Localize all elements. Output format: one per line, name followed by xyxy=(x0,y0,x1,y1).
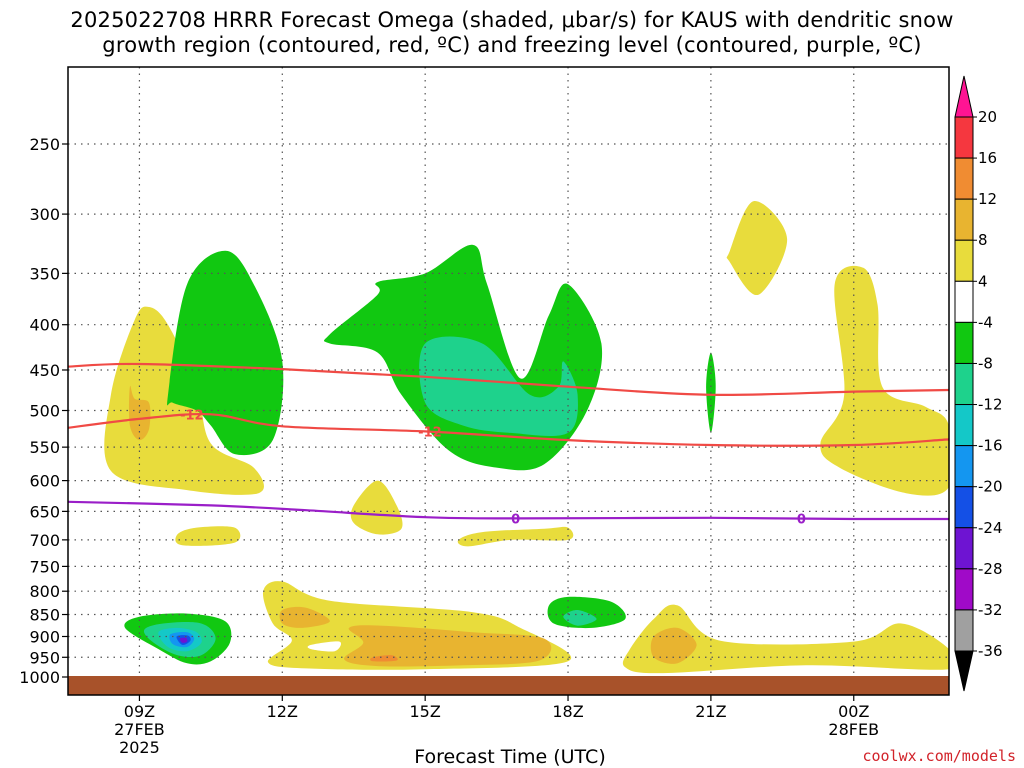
omega-region-10 xyxy=(344,625,552,667)
contour-line-2 xyxy=(68,500,949,521)
colorbar-label-13: -36 xyxy=(978,642,1003,660)
omega-colorbar: 20 16 12 8 4 -4 -8 -12 -16 -20 -24 -28 -32 -36 xyxy=(954,75,1003,692)
x-tick-label-12Z: 12Z xyxy=(267,702,298,721)
colorbar-bin-7 xyxy=(954,404,974,447)
x-axis-label: Forecast Time (UTC) xyxy=(414,746,606,768)
y-tick-label-900: 900 xyxy=(29,627,60,646)
omega-region-5 xyxy=(726,200,788,296)
colorbar-label-9: -20 xyxy=(978,478,1003,496)
colorbar-label-2: 12 xyxy=(978,190,997,208)
contour-lines: -12 -12 0 0 xyxy=(68,362,949,527)
omega-region-14 xyxy=(167,250,284,456)
omega-shaded-regions xyxy=(104,200,949,674)
y-tick-label-400: 400 xyxy=(29,316,60,335)
y-tick-label-500: 500 xyxy=(29,402,60,421)
omega-region-6 xyxy=(820,265,949,496)
y-tick-label-650: 650 xyxy=(29,502,60,521)
contour-line-1 xyxy=(68,412,949,447)
y-tick-label-750: 750 xyxy=(29,557,60,576)
y-tick-label-550: 550 xyxy=(29,438,60,457)
colorbar-bottom-arrow xyxy=(954,650,974,692)
omega-region-13 xyxy=(650,627,697,664)
source-credit: coolwx.com/models xyxy=(862,747,1016,765)
colorbar-label-10: -24 xyxy=(978,519,1003,537)
colorbar-label-5: -4 xyxy=(978,313,993,331)
colorbar-bin-11 xyxy=(954,568,974,611)
colorbar-label-11: -28 xyxy=(978,560,1003,578)
ground-surface xyxy=(68,676,949,695)
contour-label-3: 0 xyxy=(797,512,806,527)
grid-lines xyxy=(68,67,949,695)
contour-line-0 xyxy=(68,362,949,397)
y-tick-label-700: 700 xyxy=(29,531,60,550)
y-tick-label-850: 850 xyxy=(29,606,60,625)
colorbar-bin-10 xyxy=(954,527,974,570)
omega-region-8 xyxy=(307,641,342,652)
omega-region-16 xyxy=(419,336,578,437)
x-tick-label-00Z: 00Z xyxy=(838,702,869,721)
colorbar-bin-3 xyxy=(954,239,974,282)
omega-region-11 xyxy=(370,655,398,662)
omega-region-12 xyxy=(622,604,949,674)
y-tick-label-450: 450 xyxy=(29,361,60,380)
colorbar-bin-0 xyxy=(954,116,974,159)
y-tick-label-800: 800 xyxy=(29,582,60,601)
x-tick-sublabel-27FEB: 27FEB xyxy=(114,720,165,739)
colorbar-bin-8 xyxy=(954,445,974,488)
x-tick-sublabel-28FEB: 28FEB xyxy=(828,720,879,739)
colorbar-bin-1 xyxy=(954,157,974,200)
colorbar-label-0: 20 xyxy=(978,108,997,126)
x-tick-label-09Z: 09Z xyxy=(124,702,155,721)
colorbar-label-12: -32 xyxy=(978,601,1003,619)
colorbar-label-7: -12 xyxy=(978,396,1003,414)
omega-region-9 xyxy=(279,606,330,628)
x-tick-label-21Z: 21Z xyxy=(695,702,726,721)
colorbar-label-3: 8 xyxy=(978,231,988,249)
y-tick-label-300: 300 xyxy=(29,205,60,224)
colorbar-bin-9 xyxy=(954,486,974,529)
y-tick-label-950: 950 xyxy=(29,648,60,667)
colorbar-bin-4 xyxy=(954,280,974,323)
omega-region-4 xyxy=(457,526,574,547)
plot-frame xyxy=(67,66,950,696)
omega-region-19 xyxy=(563,609,597,626)
y-tick-label-250: 250 xyxy=(29,135,60,154)
colorbar-label-8: -16 xyxy=(978,437,1003,455)
colorbar-label-6: -8 xyxy=(978,354,993,372)
omega-region-2 xyxy=(175,526,241,546)
x-tick-label-15Z: 15Z xyxy=(409,702,440,721)
contour-label-0: -12 xyxy=(180,408,204,423)
omega-region-25 xyxy=(179,637,188,643)
colorbar-bin-6 xyxy=(954,362,974,406)
y-tick-label-1000: 1000 xyxy=(19,668,60,687)
colorbar-bin-2 xyxy=(954,198,974,241)
colorbar-bin-5 xyxy=(954,321,974,364)
colorbar-bin-12 xyxy=(954,609,974,652)
chart-title-line-2: growth region (contoured, red, ºC) and f… xyxy=(102,33,922,57)
contour-label-1: -12 xyxy=(418,425,442,440)
colorbar-label-4: 4 xyxy=(978,272,988,290)
y-tick-label-600: 600 xyxy=(29,472,60,491)
chart-title-line-1: 2025022708 HRRR Forecast Omega (shaded, … xyxy=(70,8,954,32)
x-tick-label-18Z: 18Z xyxy=(552,702,583,721)
colorbar-top-arrow xyxy=(954,75,974,118)
pressure-axis: 250 300 350 400 450 500 550 600 650 700 750 800 850 9… xyxy=(19,135,68,687)
colorbar-label-1: 16 xyxy=(978,149,997,167)
x-tick-sublabel-2025: 2025 xyxy=(119,738,160,757)
y-tick-label-350: 350 xyxy=(29,264,60,283)
contour-label-2: 0 xyxy=(511,512,520,527)
omega-region-3 xyxy=(350,480,403,535)
